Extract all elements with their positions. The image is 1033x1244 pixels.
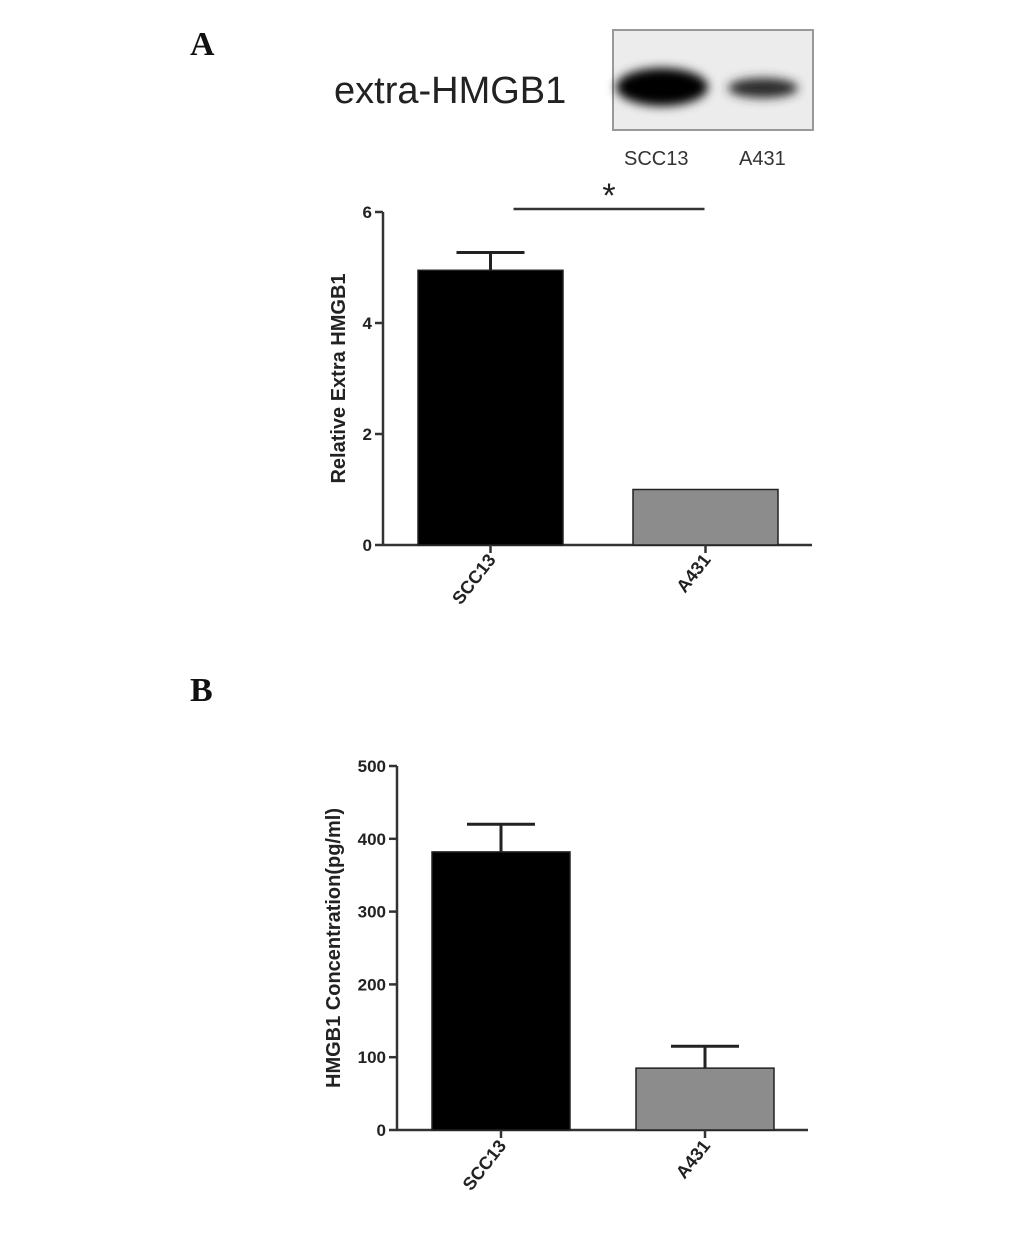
blot-band-scc13 (616, 68, 708, 106)
bar-scc13 (417, 269, 564, 546)
blot-label: extra-HMGB1 (334, 70, 567, 112)
x-tick-label: SCC13 (448, 550, 499, 608)
x-tick-label: A431 (672, 1136, 714, 1182)
y-tick-label: 400 (358, 830, 386, 849)
y-tick-label: 2 (363, 425, 372, 444)
y-tick-label: 4 (363, 314, 373, 333)
bar-a431 (635, 1067, 775, 1131)
y-tick-label: 300 (358, 903, 386, 922)
y-tick-label: 200 (358, 975, 386, 994)
bar-scc13 (431, 851, 571, 1131)
x-tick-label: A431 (672, 550, 714, 596)
y-tick-label: 6 (363, 203, 372, 222)
bar-a431 (632, 488, 779, 546)
blot-lane-label-a431: A431 (739, 148, 786, 170)
y-axis-label: HMGB1 Concentration(pg/ml) (323, 808, 345, 1088)
chart-b: 0 100 200 300 400 500 HMGB1 Concentration(pg/m… (323, 757, 808, 1194)
panel-a-label: A (190, 26, 215, 63)
y-tick-label: 100 (358, 1048, 386, 1067)
panel-b-label: B (190, 672, 213, 709)
x-tick-label: SCC13 (459, 1136, 510, 1194)
blot-lane-label-scc13: SCC13 (624, 148, 689, 170)
chart-a: 0 2 4 6 Relative Extra HMGB1 SCC13 A431 * (328, 177, 812, 608)
significance-marker: * (602, 177, 615, 215)
y-tick-label: 0 (363, 536, 372, 555)
y-axis-label: Relative Extra HMGB1 (328, 273, 350, 483)
y-tick-label: 500 (358, 757, 386, 776)
y-tick-label: 0 (377, 1121, 386, 1140)
western-blot (612, 29, 814, 131)
blot-band-a431 (728, 78, 798, 98)
